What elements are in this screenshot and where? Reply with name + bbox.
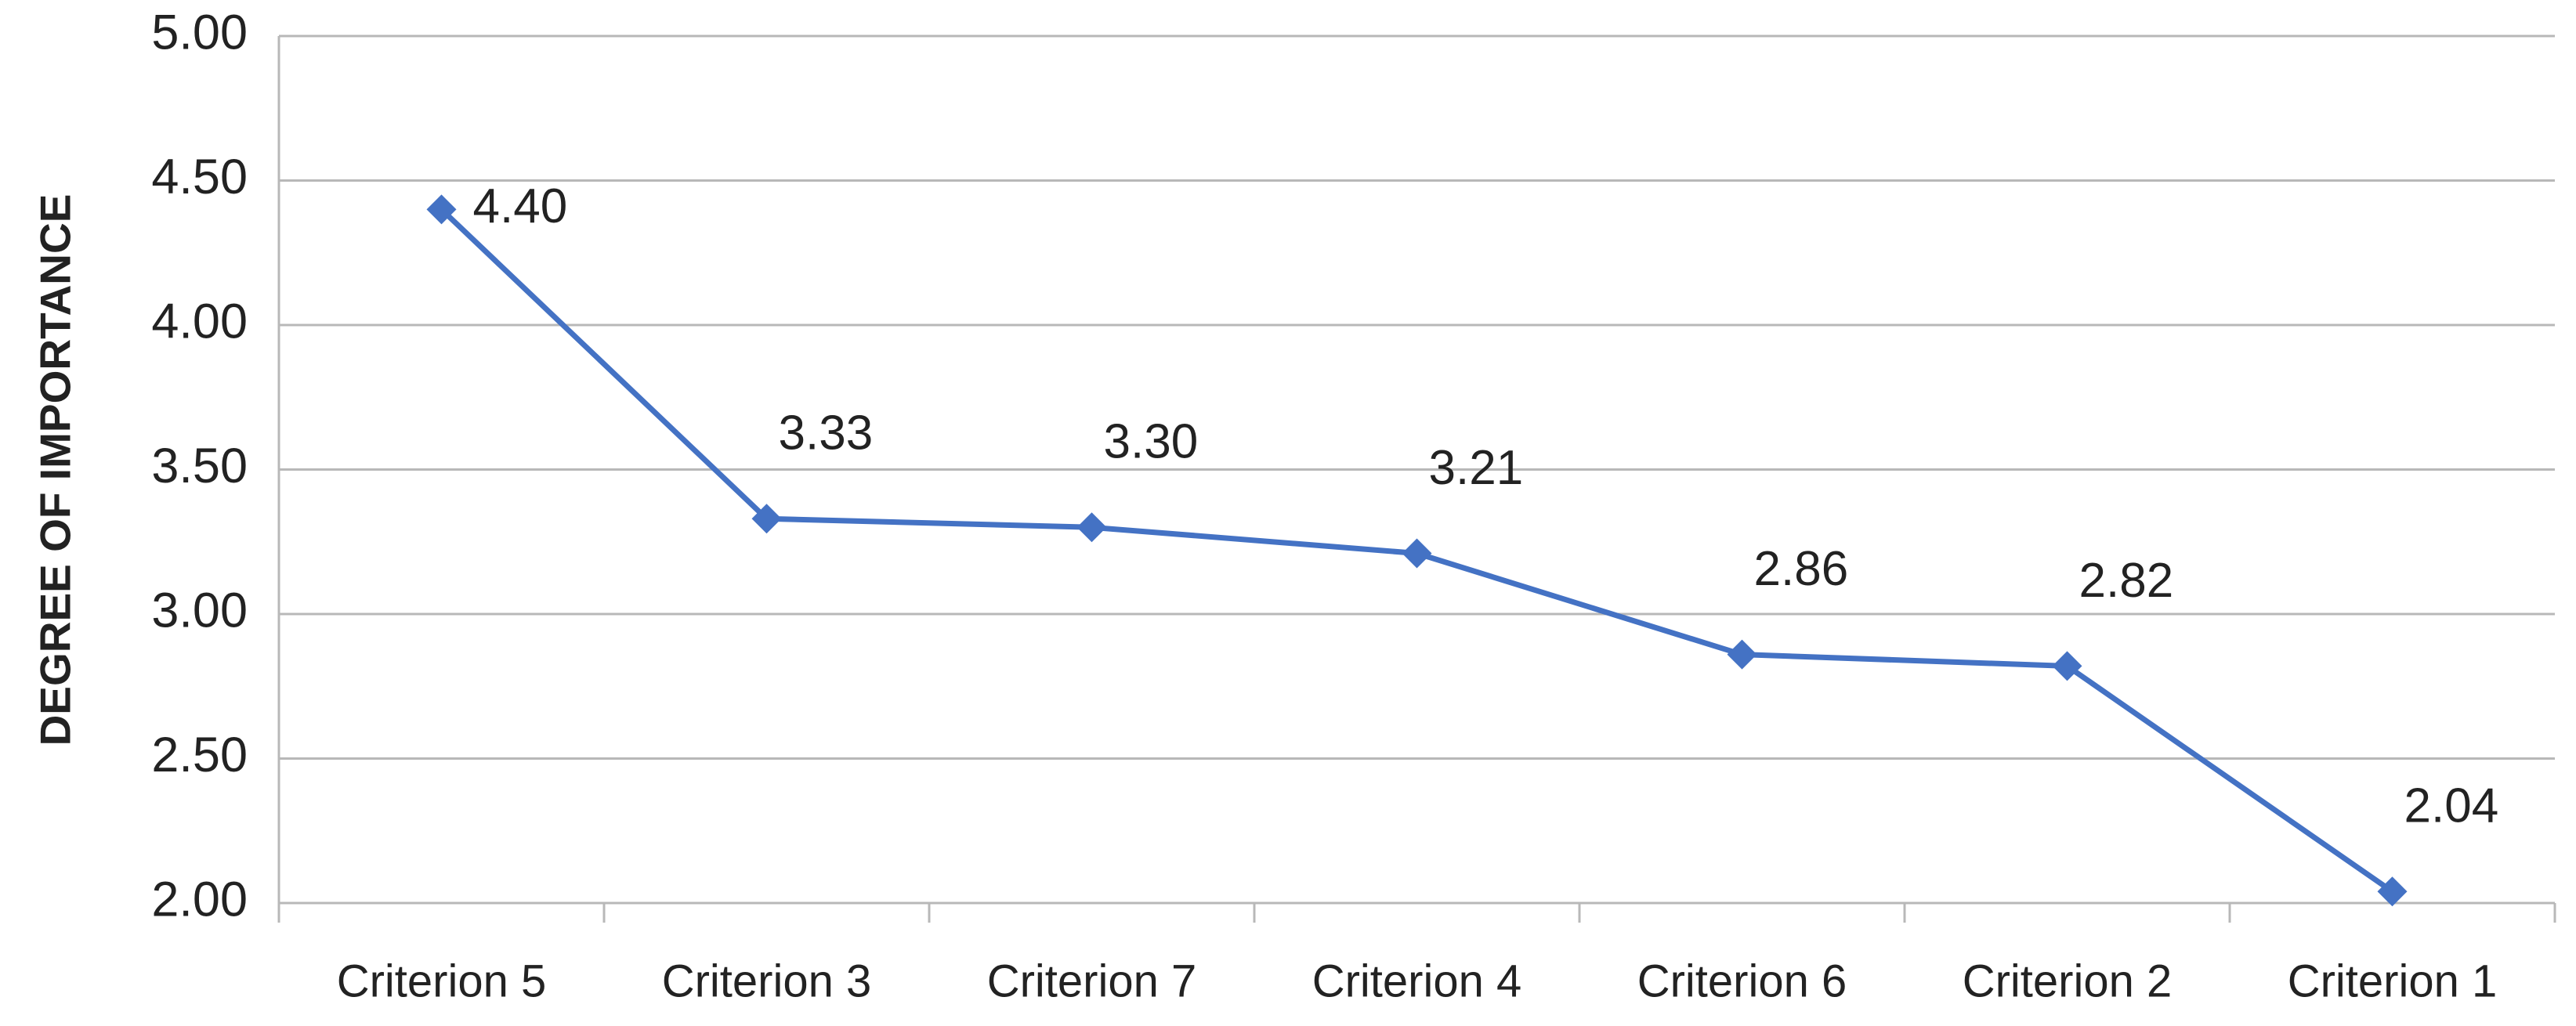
y-tick-label: 4.50 <box>151 150 248 204</box>
data-label: 3.30 <box>1104 415 1199 469</box>
x-tick-label: Criterion 1 <box>2288 956 2498 1006</box>
y-tick-label: 4.00 <box>151 294 248 349</box>
y-tick-label: 3.00 <box>151 583 248 638</box>
marker <box>1727 639 1757 670</box>
data-label: 2.86 <box>1754 542 1849 596</box>
marker <box>426 194 457 225</box>
data-label: 2.82 <box>2079 554 2174 608</box>
y-tick-label: 3.50 <box>151 439 248 493</box>
data-label: 3.33 <box>779 406 874 461</box>
data-label: 4.40 <box>473 179 568 233</box>
x-tick-label: Criterion 5 <box>337 956 547 1006</box>
data-label: 3.21 <box>1429 441 1524 495</box>
data-label: 2.04 <box>2404 779 2499 833</box>
marker <box>2377 876 2408 907</box>
x-tick-label: Criterion 7 <box>987 956 1197 1006</box>
y-tick-label: 2.50 <box>151 728 248 782</box>
y-axis-title: DEGREE OF IMPORTANCE <box>31 194 80 746</box>
marker <box>1076 512 1107 543</box>
x-tick-label: Criterion 4 <box>1312 956 1522 1006</box>
marker <box>2052 651 2082 681</box>
marker <box>1402 538 1432 569</box>
marker <box>751 504 782 534</box>
x-tick-label: Criterion 3 <box>662 956 872 1006</box>
x-tick-label: Criterion 2 <box>1963 956 2173 1006</box>
y-tick-label: 2.00 <box>151 872 248 927</box>
x-tick-label: Criterion 6 <box>1637 956 1847 1006</box>
y-tick-label: 5.00 <box>151 5 248 60</box>
